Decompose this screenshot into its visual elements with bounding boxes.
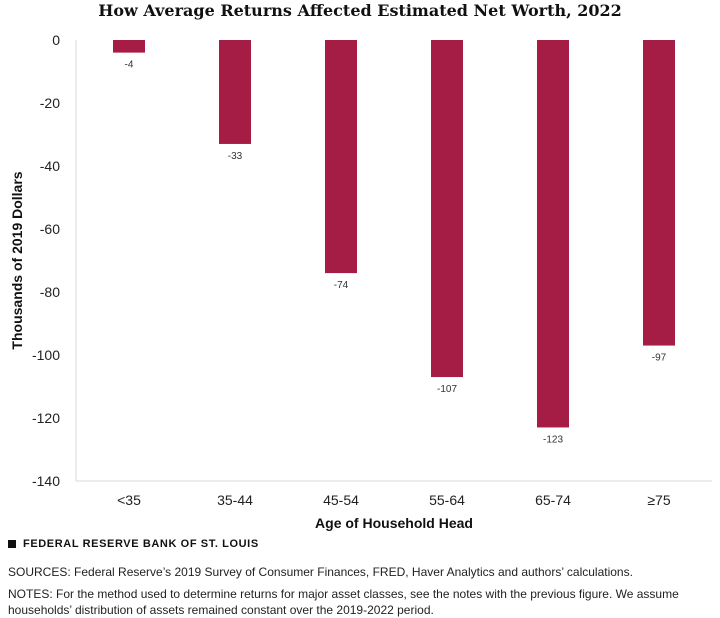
bar-value-label: -123 [543, 434, 563, 445]
bars [113, 40, 675, 428]
y-tick-label: -120 [32, 410, 60, 426]
bar-value-label: -74 [334, 280, 349, 291]
y-tick-label: -100 [32, 347, 60, 363]
y-tick-label: 0 [52, 32, 60, 48]
y-axis-ticks: 0 -20 -40 -60 -80 -100 -120 -140 [32, 32, 60, 489]
bar [113, 40, 145, 53]
bar [219, 40, 251, 144]
bar [325, 40, 357, 274]
x-axis-title: Age of Household Head [315, 515, 473, 531]
x-axis-ticks: <35 35-44 45-54 55-64 65-74 ≥75 [117, 492, 671, 508]
bar-chart: 0 -20 -40 -60 -80 -100 -120 -140 -4 -33 -74 -107 -1… [9, 32, 712, 531]
bar [431, 40, 463, 378]
x-tick-label: ≥75 [647, 492, 670, 508]
sources-note: SOURCES: Federal Reserve’s 2019 Survey o… [8, 565, 633, 579]
bar-value-label: -4 [125, 60, 134, 71]
y-tick-label: -140 [32, 473, 60, 489]
bar [537, 40, 569, 428]
chart-title: How Average Returns Affected Estimated N… [98, 1, 622, 20]
y-tick-label: -80 [40, 284, 60, 300]
notes-note: NOTES: For the method used to determine … [8, 587, 679, 617]
y-tick-label: -60 [40, 221, 60, 237]
bar-value-label: -33 [228, 151, 243, 162]
x-tick-label: <35 [117, 492, 141, 508]
y-tick-label: -20 [40, 95, 60, 111]
y-tick-label: -40 [40, 158, 60, 174]
source-attribution: FEDERAL RESERVE BANK OF ST. LOUIS [8, 538, 259, 550]
bar-value-label: -97 [652, 353, 667, 364]
bar [643, 40, 675, 346]
square-icon [8, 540, 16, 548]
x-tick-label: 55-64 [429, 492, 465, 508]
y-axis-title: Thousands of 2019 Dollars [9, 171, 25, 349]
x-tick-label: 45-54 [323, 492, 359, 508]
bar-value-label: -107 [437, 384, 457, 395]
data-labels: -4 -33 -74 -107 -123 -97 [125, 60, 667, 446]
source-label: FEDERAL RESERVE BANK OF ST. LOUIS [23, 538, 259, 550]
x-tick-label: 35-44 [217, 492, 253, 508]
x-tick-label: 65-74 [535, 492, 571, 508]
